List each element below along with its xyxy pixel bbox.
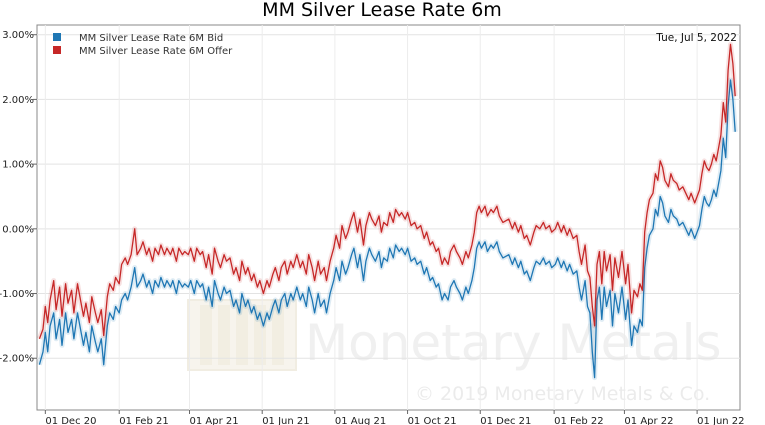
x-tick-label: 01 Feb 22	[554, 416, 604, 425]
x-tick-label: 01 Dec 21	[480, 416, 531, 425]
legend: MM Silver Lease Rate 6M Bid MM Silver Le…	[53, 33, 233, 57]
y-tick-label: 0.00%	[2, 224, 34, 235]
chart-title: MM Silver Lease Rate 6m	[262, 0, 502, 21]
y-axis: -2.00% -1.00% 0.00% 1.00% 2.00% 3.00%	[0, 30, 37, 365]
date-label: Tue, Jul 5, 2022	[655, 32, 737, 44]
series-layer	[36, 41, 738, 381]
x-axis: 01 Dec 20 01 Feb 21 01 Apr 21 01 Jun 21 01 A…	[44, 410, 745, 425]
y-tick-label: 3.00%	[2, 30, 34, 41]
series-line-bid	[38, 79, 736, 379]
x-tick-label: 01 Apr 22	[624, 416, 673, 425]
series-line-offer	[38, 43, 736, 340]
legend-label-offer: MM Silver Lease Rate 6M Offer	[79, 46, 233, 57]
grid	[37, 25, 740, 410]
x-tick-label: 01 Oct 21	[408, 416, 457, 425]
y-tick-label: 2.00%	[2, 95, 34, 106]
x-tick-label: 01 Aug 21	[335, 416, 386, 425]
watermark-brand-text: Monetary Metals	[305, 314, 722, 372]
x-tick-label: 01 Jun 21	[262, 416, 309, 425]
legend-label-bid: MM Silver Lease Rate 6M Bid	[79, 33, 223, 44]
legend-swatch-offer	[53, 46, 61, 54]
x-tick-label: 01 Jun 22	[697, 416, 744, 425]
y-tick-label: -2.00%	[0, 354, 34, 365]
x-tick-label: 01 Dec 20	[45, 416, 96, 425]
x-tick-label: 01 Apr 21	[190, 416, 239, 425]
legend-swatch-bid	[53, 33, 61, 41]
x-tick-label: 01 Feb 21	[119, 416, 169, 425]
watermark-copyright-text: © 2019 Monetary Metals & Co.	[415, 383, 710, 405]
y-tick-label: 1.00%	[2, 160, 34, 171]
y-tick-label: -1.00%	[0, 289, 34, 300]
